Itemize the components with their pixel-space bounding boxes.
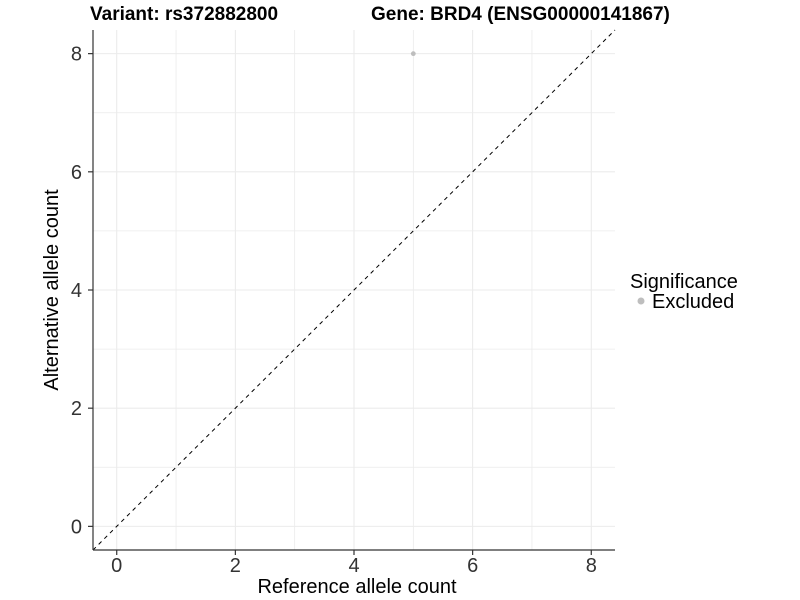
gridlines — [93, 30, 615, 550]
x-tick-label: 0 — [111, 555, 122, 577]
x-tick-label: 6 — [467, 555, 478, 577]
legend-key-dot — [637, 297, 645, 305]
plot-title-gene: Gene: BRD4 (ENSG00000141867) — [371, 4, 670, 25]
axes: 0 2 4 6 8 0 2 4 6 8 — [71, 30, 615, 577]
y-tick-label: 6 — [71, 162, 82, 184]
data-point — [410, 51, 416, 57]
legend: Significance Excluded — [630, 271, 738, 313]
data-points — [410, 51, 416, 57]
x-tick-label: 2 — [230, 555, 241, 577]
y-tick-label: 4 — [71, 280, 82, 302]
y-tick-label: 2 — [71, 398, 82, 420]
y-tick-label: 0 — [71, 516, 82, 538]
legend-entry-label: Excluded — [652, 291, 734, 313]
identity-reference-line — [92, 29, 616, 551]
x-axis-title: Reference allele count — [257, 576, 456, 598]
x-tick-label: 4 — [348, 555, 359, 577]
plot-title-variant: Variant: rs372882800 — [90, 4, 278, 25]
x-tick-label: 8 — [586, 555, 597, 577]
legend-title: Significance — [630, 271, 738, 293]
y-axis-title: Alternative allele count — [41, 189, 63, 391]
y-tick-label: 8 — [71, 44, 82, 66]
